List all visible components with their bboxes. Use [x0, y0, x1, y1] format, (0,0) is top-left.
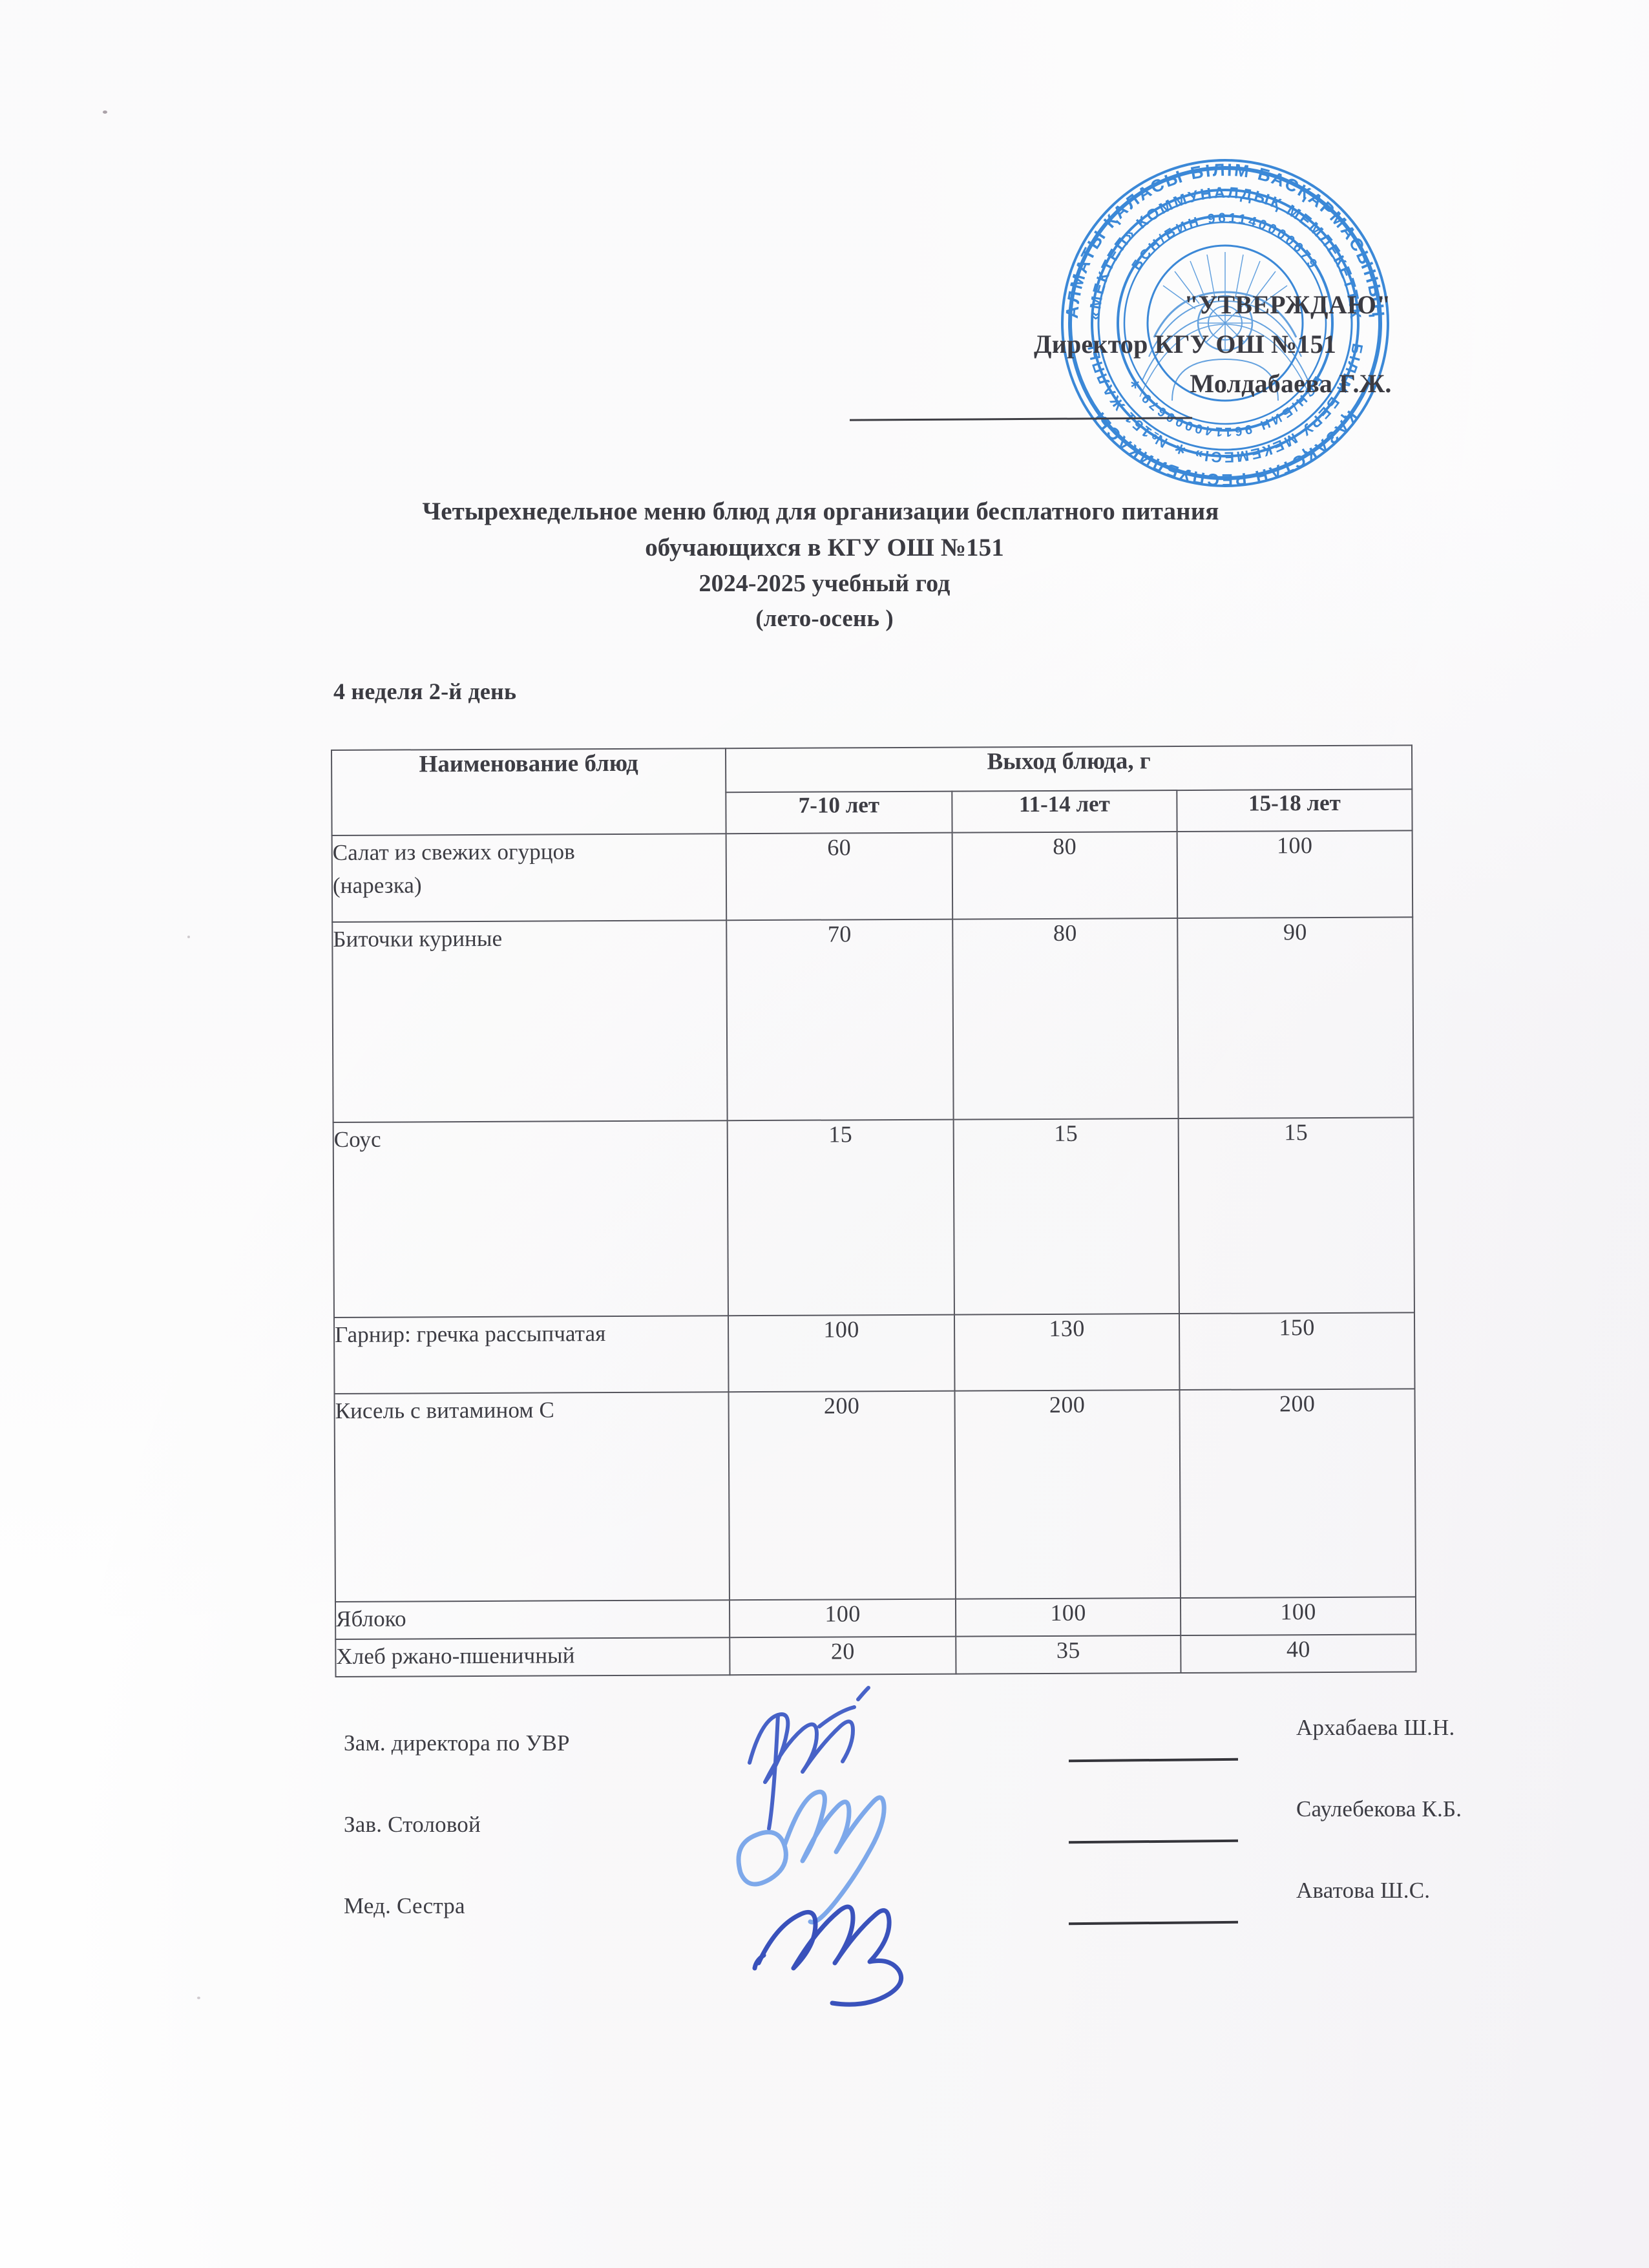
week-day-label: 4 неделя 2-й день	[333, 678, 517, 704]
approval-name: Молдабаева Г.Ж.	[1190, 368, 1392, 398]
scan-speck	[103, 110, 107, 114]
signature-line	[1068, 1839, 1239, 1844]
cell-value-15-18: 100	[1177, 830, 1413, 919]
cell-dish-name: Биточки куриные	[332, 920, 728, 1122]
cell-value-15-18: 150	[1179, 1312, 1415, 1391]
cell-value-11-14: 80	[952, 918, 1179, 1120]
official-stamp: АЛМАТЫ ҚАЛАСЫ БІЛІМ БАСҚАРМАСЫНЫҢ ҚАЗАҚС…	[1045, 143, 1405, 503]
cell-value-15-18: 15	[1178, 1117, 1415, 1314]
cell-dish-name: Салат из свежих огурцов (нарезка)	[331, 834, 727, 922]
cell-value-15-18: 100	[1180, 1597, 1416, 1636]
cell-value-15-18: 40	[1181, 1634, 1416, 1674]
signature-line	[1068, 1758, 1239, 1763]
signature-role: Мед. Сестра	[344, 1893, 465, 1918]
signature-name: Архабаева Ш.Н.	[1296, 1715, 1455, 1740]
table-row: Кисель с витамином С 200 200 200	[334, 1389, 1416, 1602]
table-row: Биточки куриные 70 80 90	[332, 917, 1414, 1122]
signature-row: Мед. Сестра Аватова Ш.С.	[333, 1869, 1430, 1950]
approval-block: "УТВЕРЖДАЮ" Директор КГУ ОШ №151 Молдаба…	[849, 286, 1447, 421]
signature-name: Аватова Ш.С.	[1296, 1878, 1431, 1903]
column-header-age-11-14: 11-14 лет	[952, 790, 1177, 833]
column-header-age-7-10: 7-10 лет	[726, 791, 952, 834]
signature-row: Зам. директора по УВР Архабаева Ш.Н.	[333, 1706, 1455, 1787]
table-row: Салат из свежих огурцов (нарезка) 60 80 1…	[331, 830, 1413, 922]
cell-dish-name: Хлеб ржано-пшеничный	[335, 1637, 730, 1677]
page-title: Четырехнедельное меню блюд для организац…	[0, 494, 1649, 636]
table-row: Гарнир: гречка рассыпчатая 100 130 150	[333, 1312, 1415, 1394]
signature-role: Зам. директора по УВР	[344, 1730, 570, 1756]
cell-value-7-10: 20	[730, 1636, 956, 1675]
cell-value-7-10: 100	[728, 1314, 955, 1392]
table-row: Соус 15 15 15	[333, 1117, 1415, 1318]
scan-speck	[187, 936, 190, 938]
cell-value-15-18: 200	[1179, 1389, 1416, 1599]
column-header-age-15-18: 15-18 лет	[1177, 789, 1413, 832]
title-line-4: (лето-осень )	[755, 605, 894, 633]
approval-role: Директор КГУ ОШ №151	[1034, 329, 1337, 359]
table-row: Хлеб ржано-пшеничный 20 35 40	[335, 1634, 1416, 1677]
signature-role: Зав. Столовой	[344, 1812, 481, 1837]
cell-value-11-14: 100	[955, 1598, 1181, 1637]
cell-value-11-14: 130	[954, 1314, 1180, 1391]
cell-value-11-14: 200	[954, 1390, 1181, 1599]
cell-value-7-10: 70	[726, 919, 954, 1121]
cell-value-11-14: 35	[956, 1635, 1181, 1674]
menu-table: Наименование блюд Выход блюда, г 7-10 ле…	[331, 744, 1417, 1677]
signature-line	[1068, 1920, 1239, 1926]
cell-value-15-18: 90	[1177, 917, 1414, 1119]
cell-value-11-14: 15	[953, 1118, 1179, 1315]
table-row: Яблоко 100 100 100	[335, 1597, 1416, 1639]
signature-row: Зав. Столовой Саулебекова К.Б.	[333, 1787, 1462, 1869]
scan-speck	[197, 1997, 200, 1999]
approval-heading: "УТВЕРЖДАЮ"	[1184, 290, 1391, 319]
cell-dish-name: Гарнир: гречка рассыпчатая	[333, 1316, 729, 1394]
cell-value-7-10: 15	[727, 1119, 954, 1316]
column-header-dish-name: Наименование блюд	[331, 748, 726, 835]
cell-value-11-14: 80	[952, 832, 1178, 919]
cell-value-7-10: 100	[729, 1599, 956, 1638]
title-line-1: Четырехнедельное меню блюд для организац…	[422, 498, 1219, 525]
column-header-output-group: Выход блюда, г	[725, 745, 1413, 793]
signature-name: Саулебекова К.Б.	[1296, 1796, 1462, 1822]
stamp-seal-icon: АЛМАТЫ ҚАЛАСЫ БІЛІМ БАСҚАРМАСЫНЫҢ ҚАЗАҚС…	[1045, 143, 1405, 503]
title-line-2: обучающихся в КГУ ОШ №151	[645, 534, 1004, 562]
cell-value-7-10: 200	[728, 1391, 956, 1601]
cell-dish-name: Яблоко	[335, 1600, 730, 1639]
cell-dish-name: Соус	[333, 1120, 728, 1318]
cell-dish-name: Кисель с витамином С	[334, 1392, 730, 1602]
signature-block: Зам. директора по УВР Архабаева Ш.Н. Зав…	[333, 1706, 1462, 1950]
table-header-row-1: Наименование блюд Выход блюда, г	[331, 745, 1413, 835]
title-line-3: 2024-2025 учебный год	[698, 570, 951, 598]
cell-value-7-10: 60	[726, 832, 953, 921]
